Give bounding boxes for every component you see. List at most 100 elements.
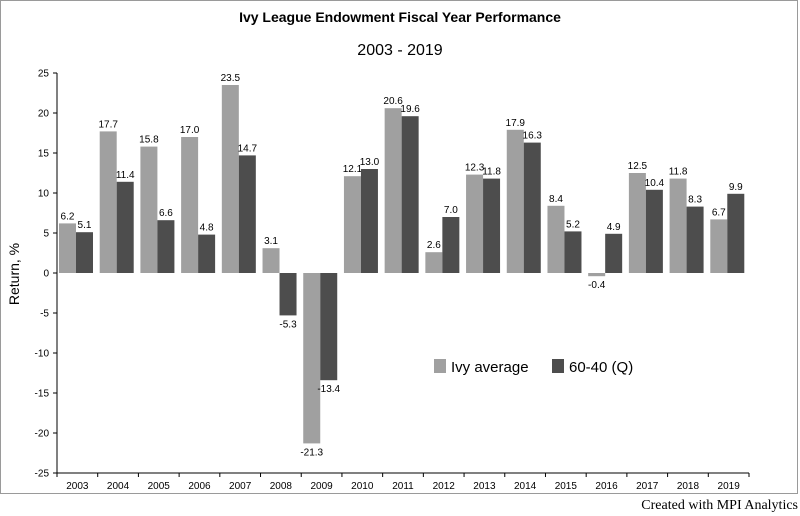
x-tick-label: 2014	[514, 481, 537, 492]
x-tick-label: 2015	[555, 481, 578, 492]
data-label: 11.8	[669, 167, 688, 178]
data-label: 6.2	[61, 211, 75, 222]
bar-ivy	[181, 137, 199, 273]
y-tick-label: -5	[40, 309, 49, 320]
y-tick-label: -15	[35, 389, 50, 400]
chart-title: Ivy League Endowment Fiscal Year Perform…	[239, 9, 561, 25]
bar-ivy	[303, 273, 321, 444]
x-tick-label: 2019	[718, 481, 741, 492]
bar-ivy	[588, 273, 606, 277]
x-tick-label: 2006	[188, 481, 211, 492]
data-label: 5.1	[78, 220, 92, 231]
data-label: 8.4	[549, 194, 563, 205]
bar-ivy	[343, 176, 361, 273]
data-label: 17.0	[180, 125, 200, 136]
data-label: -13.4	[317, 384, 340, 395]
y-tick-label: -25	[35, 469, 50, 480]
bar-ivy	[262, 248, 280, 273]
bar-6040	[523, 142, 541, 273]
bar-6040	[238, 155, 256, 273]
x-tick-label: 2008	[270, 481, 293, 492]
x-tick-label: 2003	[66, 481, 89, 492]
bar-6040	[401, 116, 419, 273]
legend-label-6040: 60-40 (Q)	[569, 359, 633, 376]
bar-ivy	[384, 108, 402, 273]
bar-6040	[727, 193, 745, 273]
bar-6040	[116, 181, 134, 273]
data-label: 9.9	[729, 182, 743, 193]
bar-6040	[564, 231, 582, 273]
data-label: 11.4	[116, 170, 135, 181]
data-label: 2.6	[427, 240, 441, 251]
x-tick-label: 2009	[310, 481, 333, 492]
x-tick-label: 2007	[229, 481, 252, 492]
bar-ivy	[506, 129, 524, 273]
x-tick-label: 2016	[595, 481, 618, 492]
bar-ivy	[99, 131, 117, 273]
bar-ivy	[59, 223, 76, 273]
y-tick-label: 5	[43, 229, 49, 240]
data-label: -21.3	[300, 447, 323, 458]
data-label: 17.7	[98, 119, 118, 130]
y-tick-label: 15	[38, 149, 50, 160]
y-axis-label: Return, %	[6, 243, 22, 305]
y-tick-label: 0	[43, 269, 49, 280]
bar-6040	[157, 220, 175, 273]
data-label: 10.4	[645, 178, 665, 189]
bar-ivy	[221, 85, 239, 273]
bar-6040	[198, 234, 216, 273]
x-tick-label: 2011	[392, 481, 414, 492]
x-tick-label: 2004	[107, 481, 130, 492]
bar-ivy	[628, 173, 646, 273]
data-label: 4.9	[607, 222, 621, 233]
data-label: 14.7	[238, 143, 258, 154]
legend-label-ivy: Ivy average	[451, 359, 529, 376]
data-label: 11.8	[482, 167, 501, 178]
data-label: 17.9	[506, 118, 526, 129]
credit-text: Created with MPI Analytics	[641, 498, 798, 513]
data-label: 12.1	[343, 164, 363, 175]
bar-ivy	[140, 146, 158, 273]
legend-swatch-ivy	[434, 359, 446, 373]
legend-swatch-6040	[552, 359, 564, 373]
y-tick-label: 25	[38, 69, 50, 80]
chart-subtitle: 2003 - 2019	[357, 42, 443, 59]
x-tick-label: 2017	[636, 481, 659, 492]
bar-ivy	[466, 174, 484, 273]
data-label: 13.0	[360, 157, 380, 168]
bar-ivy	[669, 178, 687, 273]
data-label: 12.3	[465, 163, 485, 174]
y-tick-label: 20	[38, 109, 50, 120]
data-label: -0.4	[588, 280, 606, 291]
x-tick-label: 2018	[677, 481, 700, 492]
data-label: 23.5	[221, 73, 241, 84]
bar-6040	[483, 178, 501, 273]
bar-ivy	[710, 219, 728, 273]
data-label: 15.8	[139, 135, 159, 146]
data-label: 7.0	[444, 205, 458, 216]
data-label: 8.3	[688, 195, 702, 206]
y-tick-label: 10	[38, 189, 50, 200]
data-label: 12.5	[628, 161, 648, 172]
bar-6040	[279, 273, 297, 316]
data-label: -5.3	[279, 319, 297, 330]
x-tick-label: 2005	[148, 481, 171, 492]
data-label: 20.6	[383, 96, 403, 107]
bar-6040	[360, 169, 378, 273]
data-label: 6.6	[159, 208, 173, 219]
bar-6040	[320, 273, 338, 381]
data-label: 3.1	[264, 236, 278, 247]
bar-6040	[76, 232, 93, 273]
y-tick-label: -20	[35, 429, 50, 440]
y-tick-label: -10	[35, 349, 50, 360]
x-tick-label: 2013	[473, 481, 496, 492]
bar-ivy	[425, 252, 443, 273]
x-tick-label: 2010	[351, 481, 374, 492]
bar-6040	[686, 206, 704, 273]
data-label: 5.2	[566, 219, 580, 230]
data-label: 16.3	[523, 131, 543, 142]
bar-ivy	[547, 205, 565, 273]
data-label: 4.8	[200, 223, 214, 234]
bar-6040	[442, 217, 460, 273]
